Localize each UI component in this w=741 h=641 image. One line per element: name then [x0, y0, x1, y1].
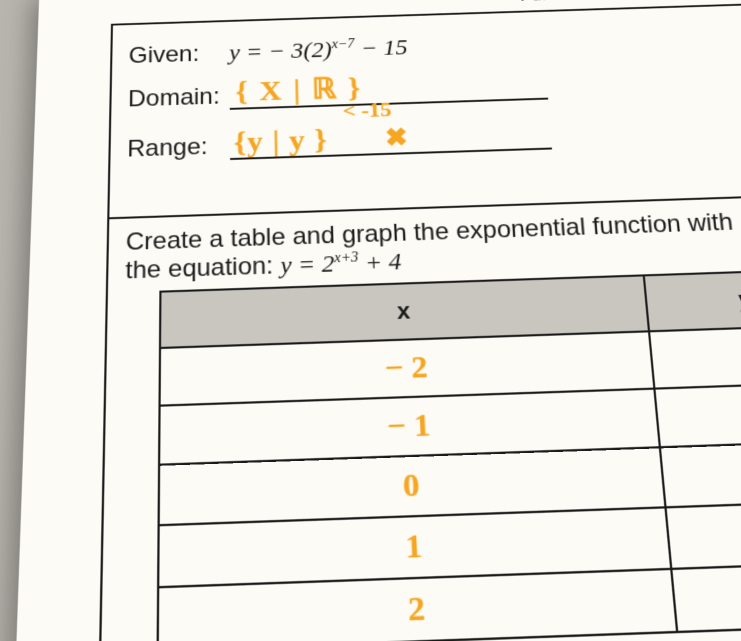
xy-table: x y − 2 2 − 1 2 0 2 1 2 — [157, 268, 741, 641]
cell-y: 2 — [665, 500, 741, 569]
given-label: Given: — [128, 41, 222, 70]
worksheet-paper: Functions Given: y = − 3(2)x−7 − 15 Doma… — [13, 0, 741, 641]
worksheet-body: Given: y = − 3(2)x−7 − 15 Domain: { X | … — [97, 1, 741, 641]
given-line: Given: y = − 3(2)x−7 − 15 — [128, 24, 738, 69]
col-y-header: y — [644, 269, 741, 332]
task-section: Create a table and graph the exponential… — [99, 195, 741, 641]
given-equation: y = − 3(2)x−7 − 15 — [229, 36, 408, 66]
cell-y: 2 — [654, 382, 741, 448]
given-section: Given: y = − 3(2)x−7 − 15 Domain: { X | … — [107, 3, 741, 219]
cell-y: 2 — [649, 325, 741, 389]
range-scribble: ✖ — [384, 123, 408, 153]
range-handwritten-top: < -15 — [342, 97, 392, 123]
range-label: Range: — [127, 133, 223, 163]
range-line: Range: < -15 {y | y } ✖ — [127, 114, 741, 163]
cell-y: 2 — [671, 561, 741, 632]
range-handwritten: {y | y } — [234, 124, 329, 160]
domain-line: Domain: { X | ℝ } — [128, 65, 741, 113]
domain-label: Domain: — [128, 84, 223, 114]
range-blank: < -15 {y | y } ✖ — [230, 121, 552, 160]
cell-y: 2 — [660, 440, 741, 507]
